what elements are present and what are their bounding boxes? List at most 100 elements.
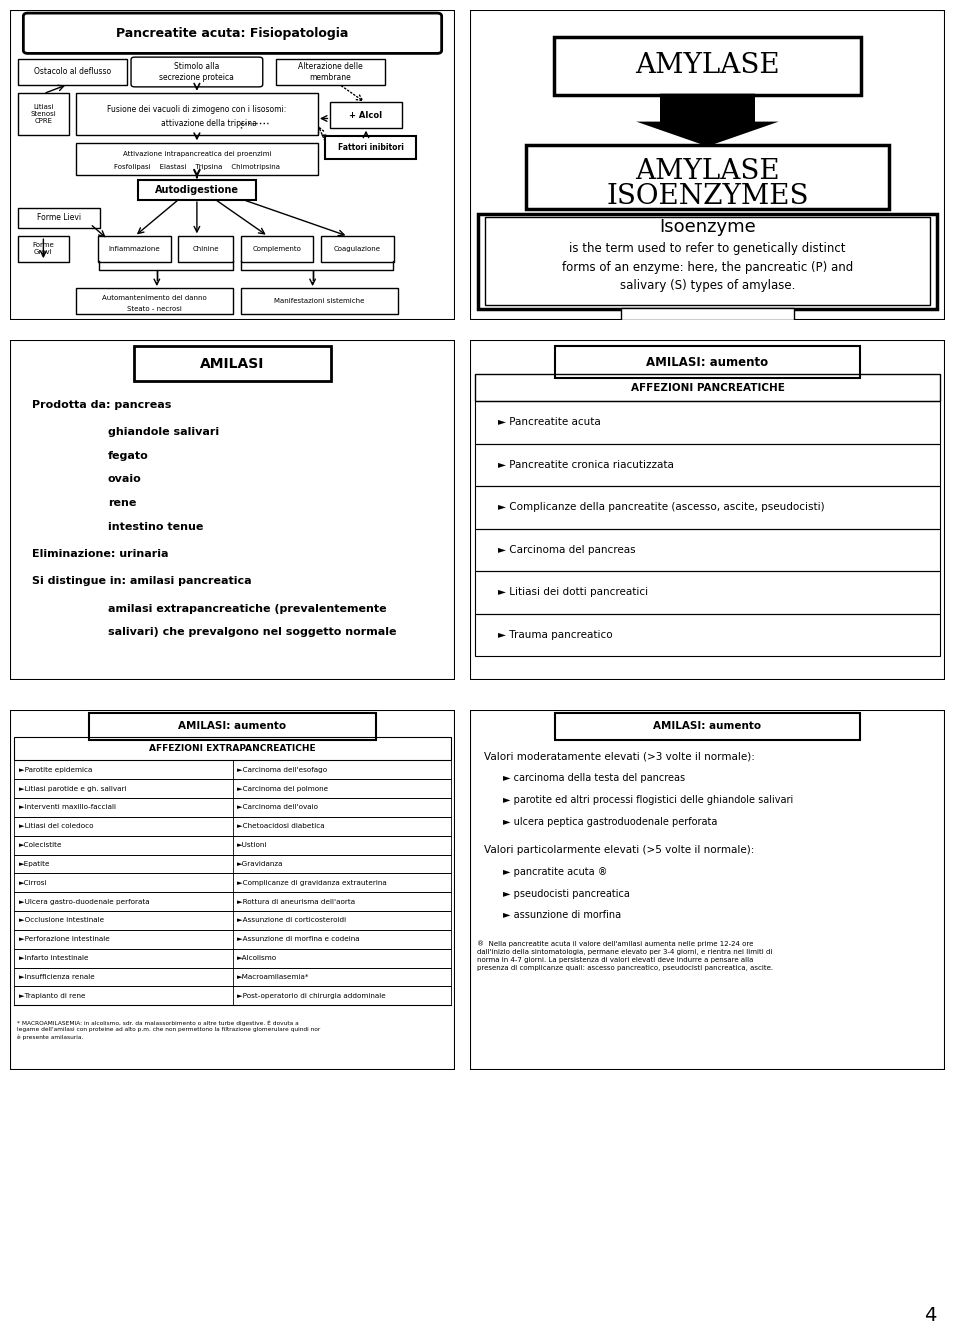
Text: amilasi extrapancreatiche (prevalentemente: amilasi extrapancreatiche (prevalentemen… <box>108 604 387 613</box>
Text: ►Macroamilasemia*: ►Macroamilasemia* <box>237 974 309 979</box>
Text: Fosfolipasi    Elastasi    Tripsina    Chimotripsina: Fosfolipasi Elastasi Tripsina Chimotrips… <box>114 163 280 170</box>
Text: Chinine: Chinine <box>193 246 219 251</box>
Text: Fattori inibitori: Fattori inibitori <box>338 143 403 152</box>
FancyBboxPatch shape <box>485 216 930 306</box>
Text: Attivazione intrapancreatica dei proenzimi: Attivazione intrapancreatica dei proenzi… <box>123 151 271 158</box>
Text: Ostacolo al deflusso: Ostacolo al deflusso <box>34 68 110 76</box>
FancyBboxPatch shape <box>18 94 69 135</box>
Text: ►Complicanze di gravidanza extrauterina: ►Complicanze di gravidanza extrauterina <box>237 880 387 886</box>
Text: ►Litiasi parotide e gh. salivari: ►Litiasi parotide e gh. salivari <box>19 786 127 792</box>
FancyBboxPatch shape <box>525 146 889 210</box>
Bar <box>14 892 450 911</box>
Bar <box>475 529 940 572</box>
Text: ► pseudocisti pancreatica: ► pseudocisti pancreatica <box>503 888 630 899</box>
FancyBboxPatch shape <box>18 235 69 262</box>
Text: forms of an enzyme: here, the pancreatic (P) and: forms of an enzyme: here, the pancreatic… <box>562 261 853 274</box>
Text: intestino tenue: intestino tenue <box>108 522 204 532</box>
Bar <box>475 613 940 656</box>
FancyBboxPatch shape <box>138 180 255 199</box>
Text: ►Gravidanza: ►Gravidanza <box>237 860 283 867</box>
FancyBboxPatch shape <box>478 214 937 309</box>
Text: Forme Lievi: Forme Lievi <box>36 214 81 222</box>
Text: AMILASI: aumento: AMILASI: aumento <box>179 721 287 731</box>
FancyBboxPatch shape <box>329 103 402 128</box>
Text: AFFEZIONI EXTRAPANCREATICHE: AFFEZIONI EXTRAPANCREATICHE <box>149 744 316 754</box>
Bar <box>14 816 450 836</box>
Text: ► Complicanze della pancreatite (ascesso, ascite, pseudocisti): ► Complicanze della pancreatite (ascesso… <box>498 502 826 513</box>
Text: ►Trapianto di rene: ►Trapianto di rene <box>19 993 85 999</box>
Text: 4: 4 <box>924 1307 936 1325</box>
Text: ►Assunzione di corticosteroidi: ►Assunzione di corticosteroidi <box>237 918 346 923</box>
Text: ►Alcolismo: ►Alcolismo <box>237 955 277 961</box>
Text: is the term used to refer to genetically distinct: is the term used to refer to genetically… <box>569 242 846 255</box>
Bar <box>475 444 940 486</box>
Text: ►Carcinoma dell'esofago: ►Carcinoma dell'esofago <box>237 767 327 772</box>
Text: Manifestazioni sistemiche: Manifestazioni sistemiche <box>275 298 365 305</box>
Bar <box>14 949 450 967</box>
Text: Si distingue in: amilasi pancreatica: Si distingue in: amilasi pancreatica <box>33 576 252 587</box>
FancyBboxPatch shape <box>133 346 331 382</box>
Text: AMILASI: AMILASI <box>201 357 265 371</box>
Text: Eliminazione: urinaria: Eliminazione: urinaria <box>33 549 169 560</box>
Text: Fusione dei vacuoli di zimogeno con i lisosomi:: Fusione dei vacuoli di zimogeno con i li… <box>108 104 286 114</box>
Text: salivary (S) types of amylase.: salivary (S) types of amylase. <box>620 279 795 293</box>
Text: AMILASI: aumento: AMILASI: aumento <box>646 355 769 369</box>
Text: ► parotite ed altri processi flogistici delle ghiandole salivari: ► parotite ed altri processi flogistici … <box>503 795 794 806</box>
Text: ► assunzione di morfina: ► assunzione di morfina <box>503 910 621 921</box>
Bar <box>475 572 940 613</box>
Text: Automantenimento del danno: Automantenimento del danno <box>103 295 207 302</box>
Bar <box>14 874 450 892</box>
Text: Pancreatite acuta: Fisiopatologia: Pancreatite acuta: Fisiopatologia <box>116 27 348 40</box>
Text: Prodotta da: pancreas: Prodotta da: pancreas <box>33 399 172 410</box>
Text: ►Perforazione intestinale: ►Perforazione intestinale <box>19 937 109 942</box>
Text: + Alcol: + Alcol <box>349 111 383 120</box>
Text: ►Colecistite: ►Colecistite <box>19 842 62 848</box>
Text: ►Cirrosi: ►Cirrosi <box>19 880 47 886</box>
Text: ►Assunzione di morfina e codeina: ►Assunzione di morfina e codeina <box>237 937 360 942</box>
Text: fegato: fegato <box>108 450 149 461</box>
FancyBboxPatch shape <box>241 235 314 262</box>
FancyBboxPatch shape <box>76 289 233 314</box>
Text: ► Litiasi dei dotti pancreatici: ► Litiasi dei dotti pancreatici <box>498 588 649 597</box>
Text: ISOENZYMES: ISOENZYMES <box>607 183 808 210</box>
Text: AFFEZIONI PANCREATICHE: AFFEZIONI PANCREATICHE <box>631 382 784 393</box>
Text: rene: rene <box>108 498 136 508</box>
Text: ghiandole salivari: ghiandole salivari <box>108 426 219 437</box>
Text: ►Infarto intestinale: ►Infarto intestinale <box>19 955 88 961</box>
Text: ►Interventi maxillo-facciali: ►Interventi maxillo-facciali <box>19 804 116 811</box>
Text: –: – <box>321 130 326 142</box>
Text: Forme
Gravi: Forme Gravi <box>33 242 55 255</box>
Text: Litiasi
Stenosi
CPRE: Litiasi Stenosi CPRE <box>31 104 57 124</box>
Text: attivazione della tripsina: attivazione della tripsina <box>161 119 257 128</box>
Bar <box>14 930 450 949</box>
Bar <box>14 855 450 874</box>
Bar <box>14 911 450 930</box>
Text: ►Carcinoma del polmone: ►Carcinoma del polmone <box>237 786 328 792</box>
Text: Infiammazione: Infiammazione <box>108 246 160 251</box>
Bar <box>14 836 450 855</box>
Text: ovaio: ovaio <box>108 474 142 485</box>
Text: ►Post-operatorio di chirurgia addominale: ►Post-operatorio di chirurgia addominale <box>237 993 386 999</box>
FancyBboxPatch shape <box>23 13 442 53</box>
Bar <box>14 798 450 816</box>
Bar <box>14 967 450 986</box>
Text: ►Rottura di aneurisma dell'aorta: ►Rottura di aneurisma dell'aorta <box>237 899 355 904</box>
FancyBboxPatch shape <box>179 235 233 262</box>
FancyBboxPatch shape <box>131 57 263 87</box>
FancyBboxPatch shape <box>89 713 375 740</box>
Text: ► Trauma pancreatico: ► Trauma pancreatico <box>498 631 613 640</box>
Text: Steato - necrosi: Steato - necrosi <box>127 306 182 313</box>
Text: salivari) che prevalgono nel soggetto normale: salivari) che prevalgono nel soggetto no… <box>108 628 396 637</box>
Text: ►Carcinoma dell'ovaio: ►Carcinoma dell'ovaio <box>237 804 318 811</box>
FancyBboxPatch shape <box>18 208 100 227</box>
Text: ®  Nella pancreatite acuta il valore dell'amilasi aumenta nelle prime 12-24 ore
: ® Nella pancreatite acuta il valore dell… <box>477 941 773 971</box>
Bar <box>14 779 450 798</box>
Text: ►Ulcera gastro-duodenale perforata: ►Ulcera gastro-duodenale perforata <box>19 899 150 904</box>
Text: ► Carcinoma del pancreas: ► Carcinoma del pancreas <box>498 545 636 554</box>
FancyBboxPatch shape <box>554 37 861 95</box>
Text: Coagulazione: Coagulazione <box>334 246 380 251</box>
Bar <box>14 760 450 779</box>
Bar <box>475 374 940 401</box>
Text: ►Parotite epidemica: ►Parotite epidemica <box>19 767 92 772</box>
Text: Autodigestione: Autodigestione <box>155 184 239 195</box>
